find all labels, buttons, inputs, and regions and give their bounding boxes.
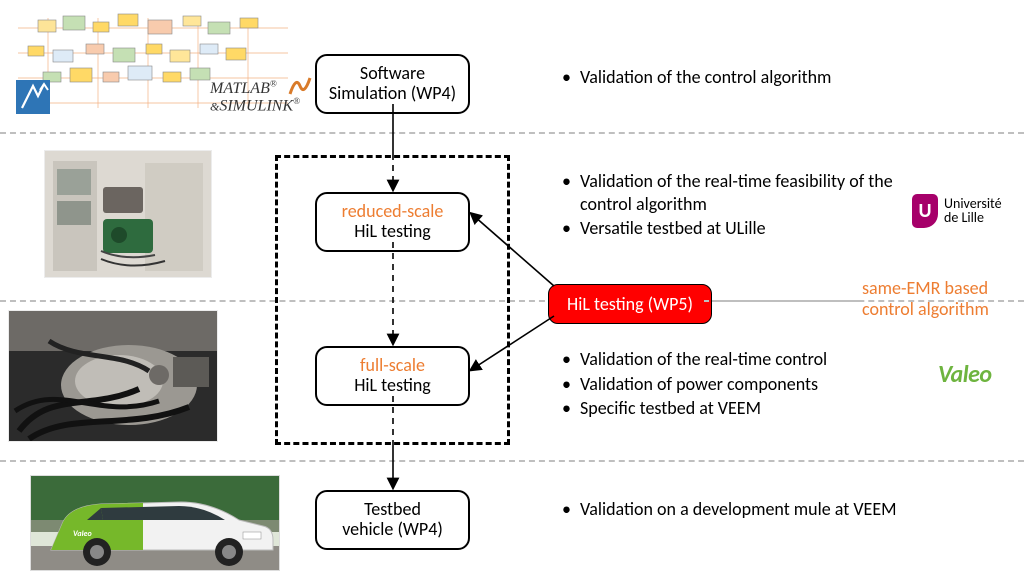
same-emr-label: same-EMR based control algorithm — [862, 278, 989, 319]
stage-vehicle-line1: Testbed — [323, 500, 462, 520]
stage-sim-line2: Simulation (WP4) — [323, 84, 462, 104]
bullets-reduced: Validation of the real-time feasibility … — [556, 170, 906, 242]
stage-sim: Software Simulation (WP4) — [315, 54, 470, 114]
thumb-vehicle: Valeo — [30, 475, 280, 571]
divider-3 — [0, 460, 1024, 462]
same-emr-line1: same-EMR based — [862, 278, 989, 299]
stage-full-hi: full-scale — [323, 356, 462, 376]
hil-wp5-box: HiL testing (WP5) — [548, 284, 712, 324]
stage-vehicle-line2: vehicle (WP4) — [323, 520, 462, 540]
ulille-text: Université de Lille — [944, 197, 1002, 225]
matlab-text: MATLAB® — [210, 80, 277, 97]
stage-reduced: reduced-scale HiL testing — [315, 192, 470, 252]
stage-full-line2: HiL testing — [323, 376, 462, 396]
thumb-reduced-scale — [44, 150, 212, 278]
hil-wp5-label: HiL testing (WP5) — [567, 293, 693, 315]
bullet-full-2: Specific testbed at VEEM — [556, 397, 916, 420]
bullet-sim-0: Validation of the control algorithm — [556, 66, 986, 89]
stage-sim-line1: Software — [323, 64, 462, 84]
bullet-red-0: Validation of the real-time feasibility … — [556, 170, 906, 215]
bullet-full-1: Validation of power components — [556, 373, 916, 396]
ulille-logo: U Université de Lille — [912, 194, 1002, 228]
svg-text:Valeo: Valeo — [73, 529, 92, 539]
stage-full: full-scale HiL testing — [315, 346, 470, 406]
valeo-text: Valeo — [938, 360, 992, 389]
bullet-veh-0: Validation on a development mule at VEEM — [556, 498, 936, 521]
ulille-badge-icon: U — [912, 194, 938, 228]
stage-reduced-line2: HiL testing — [323, 222, 462, 242]
bullet-red-1: Versatile testbed at ULille — [556, 217, 906, 240]
thumb-full-scale — [8, 310, 218, 442]
matlab-simulink-label: MATLAB® &SIMULINK® — [210, 80, 300, 113]
matlab-wave-icon — [288, 72, 314, 98]
diagram-root: MATLAB® &SIMULINK® — [0, 0, 1024, 582]
divider-1 — [0, 132, 1024, 134]
valeo-logo: Valeo — [938, 360, 992, 389]
bullets-sim: Validation of the control algorithm — [556, 66, 986, 91]
same-emr-line2: control algorithm — [862, 299, 989, 320]
bullets-vehicle: Validation on a development mule at VEEM — [556, 498, 936, 523]
bullets-full: Validation of the real-time control Vali… — [556, 348, 916, 422]
simulink-text: SIMULINK — [219, 97, 293, 114]
stage-vehicle: Testbed vehicle (WP4) — [315, 490, 470, 550]
ampersand: & — [210, 99, 219, 113]
bullet-full-0: Validation of the real-time control — [556, 348, 916, 371]
stage-reduced-hi: reduced-scale — [323, 202, 462, 222]
